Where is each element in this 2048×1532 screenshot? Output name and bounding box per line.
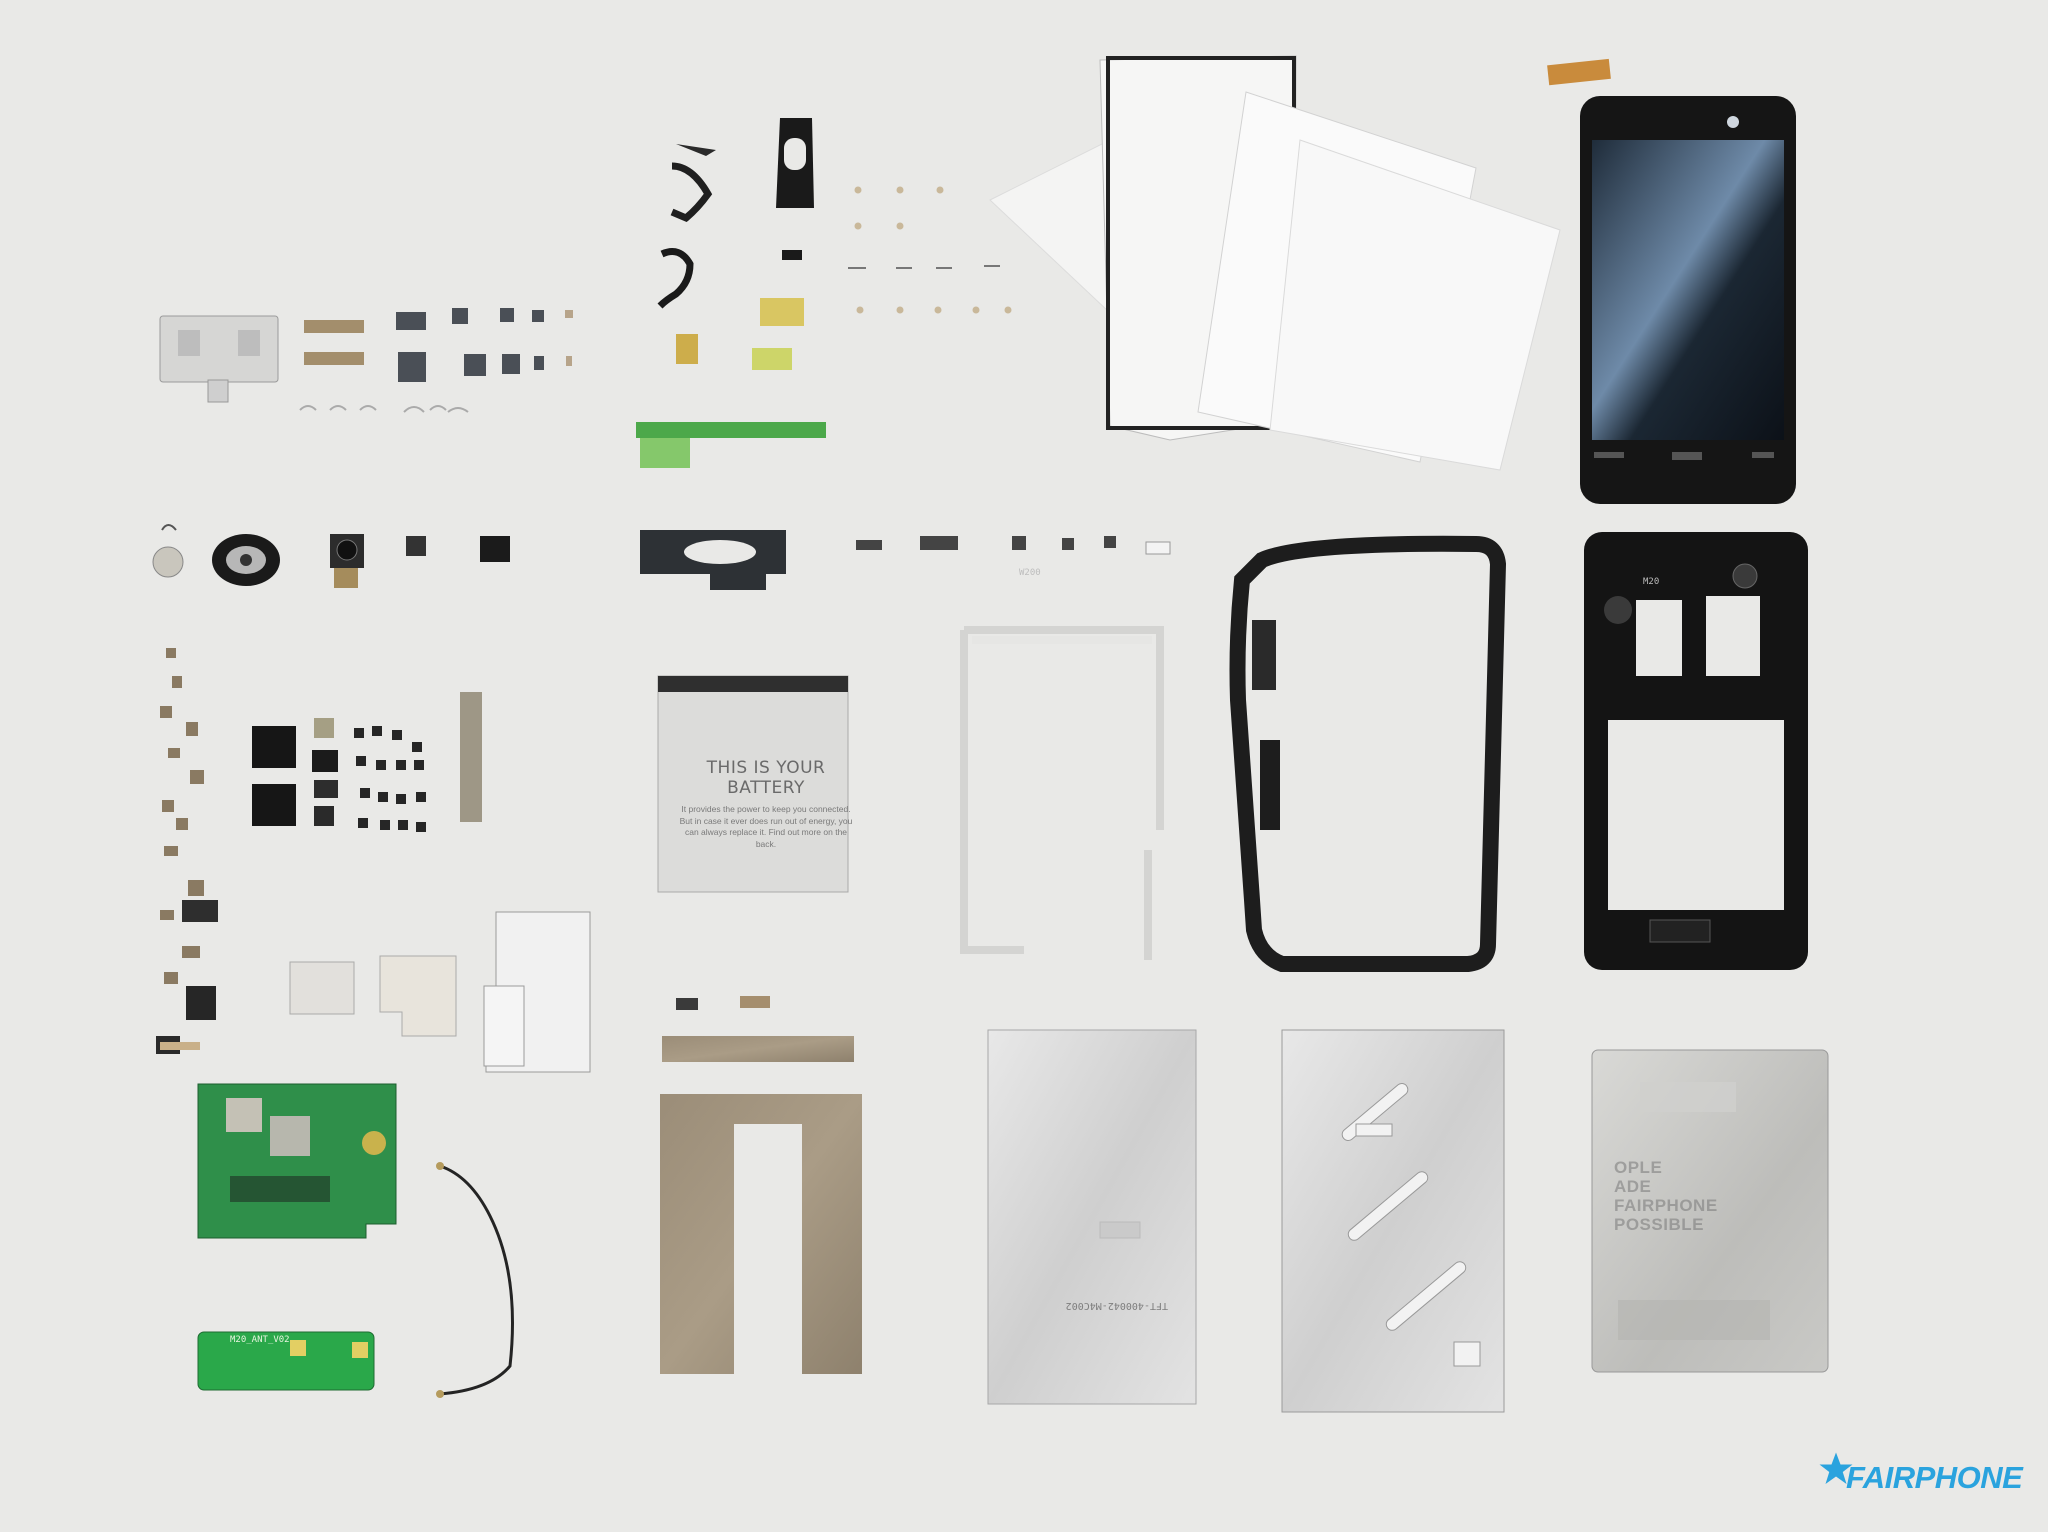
tiny-chip-grid <box>354 726 426 832</box>
small-component-column <box>156 648 206 1054</box>
frame-label: W200 <box>1019 568 1041 578</box>
fairphone-logo: FAIRPHONE <box>1818 1452 2023 1498</box>
battery <box>657 675 849 893</box>
inner-black-frame <box>1229 535 1507 972</box>
back-cover-line: POSSIBLE <box>1614 1215 1704 1234</box>
back-cover-line: ADE <box>1614 1177 1652 1196</box>
antenna-cable <box>436 1162 514 1398</box>
antenna-pcb <box>197 1331 375 1391</box>
battery-body: It provides the power to keep you connec… <box>679 804 853 849</box>
lcd-back-plate <box>987 1029 1197 1405</box>
back-cover-text: OPLE ADE FAIRPHONE POSSIBLE <box>1614 1158 1764 1234</box>
middle-metal-chassis <box>1281 1029 1505 1413</box>
yellow-flex <box>636 298 826 468</box>
chips <box>252 692 482 826</box>
main-pcb <box>197 1083 397 1239</box>
metal-shields <box>289 911 591 1073</box>
tiny-clips <box>848 265 1000 269</box>
midframe-label: M20 <box>1643 577 1660 587</box>
flex-cables <box>657 118 814 309</box>
back-cover-line: FAIRPHONE <box>1614 1196 1718 1215</box>
tiny-screws <box>854 186 1012 314</box>
small-plastic-parts-row1 <box>396 308 573 382</box>
camera-module <box>330 534 364 588</box>
midframe <box>1584 532 1808 970</box>
midframe-bracket <box>640 530 786 590</box>
small-sensors <box>406 536 510 562</box>
headphone-jack <box>182 900 218 1020</box>
adhesive-tapes <box>660 996 862 1374</box>
star-icon <box>1819 1452 1853 1484</box>
battery-label: THIS IS YOUR BATTERY It provides the pow… <box>676 758 856 850</box>
brand-name: FAIRPHONE <box>1846 1460 2023 1495</box>
clear-frame <box>960 626 1164 960</box>
vibration-motor <box>152 524 184 578</box>
pcb-label: M20_ANT_V02 <box>230 1335 290 1345</box>
connector-pair <box>304 320 364 365</box>
tiny-springs <box>299 405 469 413</box>
diffuser-sheets <box>989 55 1561 471</box>
back-cover-line: OPLE <box>1614 1158 1663 1177</box>
sim-bracket <box>159 315 279 403</box>
front-screen <box>1547 58 1796 504</box>
buttons-row <box>856 536 1171 555</box>
battery-cover <box>1591 1049 1829 1373</box>
loudspeaker <box>212 534 280 586</box>
battery-title: THIS IS YOUR BATTERY <box>706 758 826 798</box>
plate-label: TFT-400042-M4C002 <box>1065 1300 1168 1311</box>
